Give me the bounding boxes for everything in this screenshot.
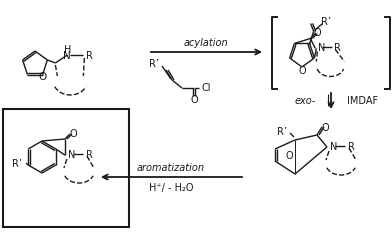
Text: O: O	[190, 94, 198, 105]
Text: R’: R’	[277, 127, 287, 137]
Text: R’: R’	[149, 59, 159, 69]
Text: acylation: acylation	[184, 38, 228, 48]
Text: N: N	[330, 141, 338, 151]
Text: R: R	[86, 51, 93, 61]
Text: R’: R’	[12, 158, 22, 168]
Text: R’: R’	[321, 17, 330, 27]
Text: exo-: exo-	[295, 96, 316, 106]
Text: H: H	[64, 45, 71, 55]
Text: aromatization: aromatization	[137, 162, 205, 172]
Text: IMDAF: IMDAF	[347, 96, 378, 106]
Text: N: N	[318, 43, 326, 53]
Text: O: O	[69, 129, 77, 138]
Text: O: O	[298, 66, 306, 76]
Text: O: O	[285, 150, 293, 160]
Text: O: O	[38, 71, 46, 81]
Text: O: O	[314, 28, 321, 38]
Text: N: N	[64, 51, 71, 61]
Text: Cl: Cl	[202, 83, 212, 93]
Text: H⁺/ - H₂O: H⁺/ - H₂O	[149, 182, 193, 192]
Text: R: R	[348, 141, 355, 151]
Text: R: R	[334, 43, 341, 53]
Text: R: R	[86, 149, 93, 159]
Text: N: N	[68, 149, 75, 159]
Text: O: O	[321, 122, 329, 133]
